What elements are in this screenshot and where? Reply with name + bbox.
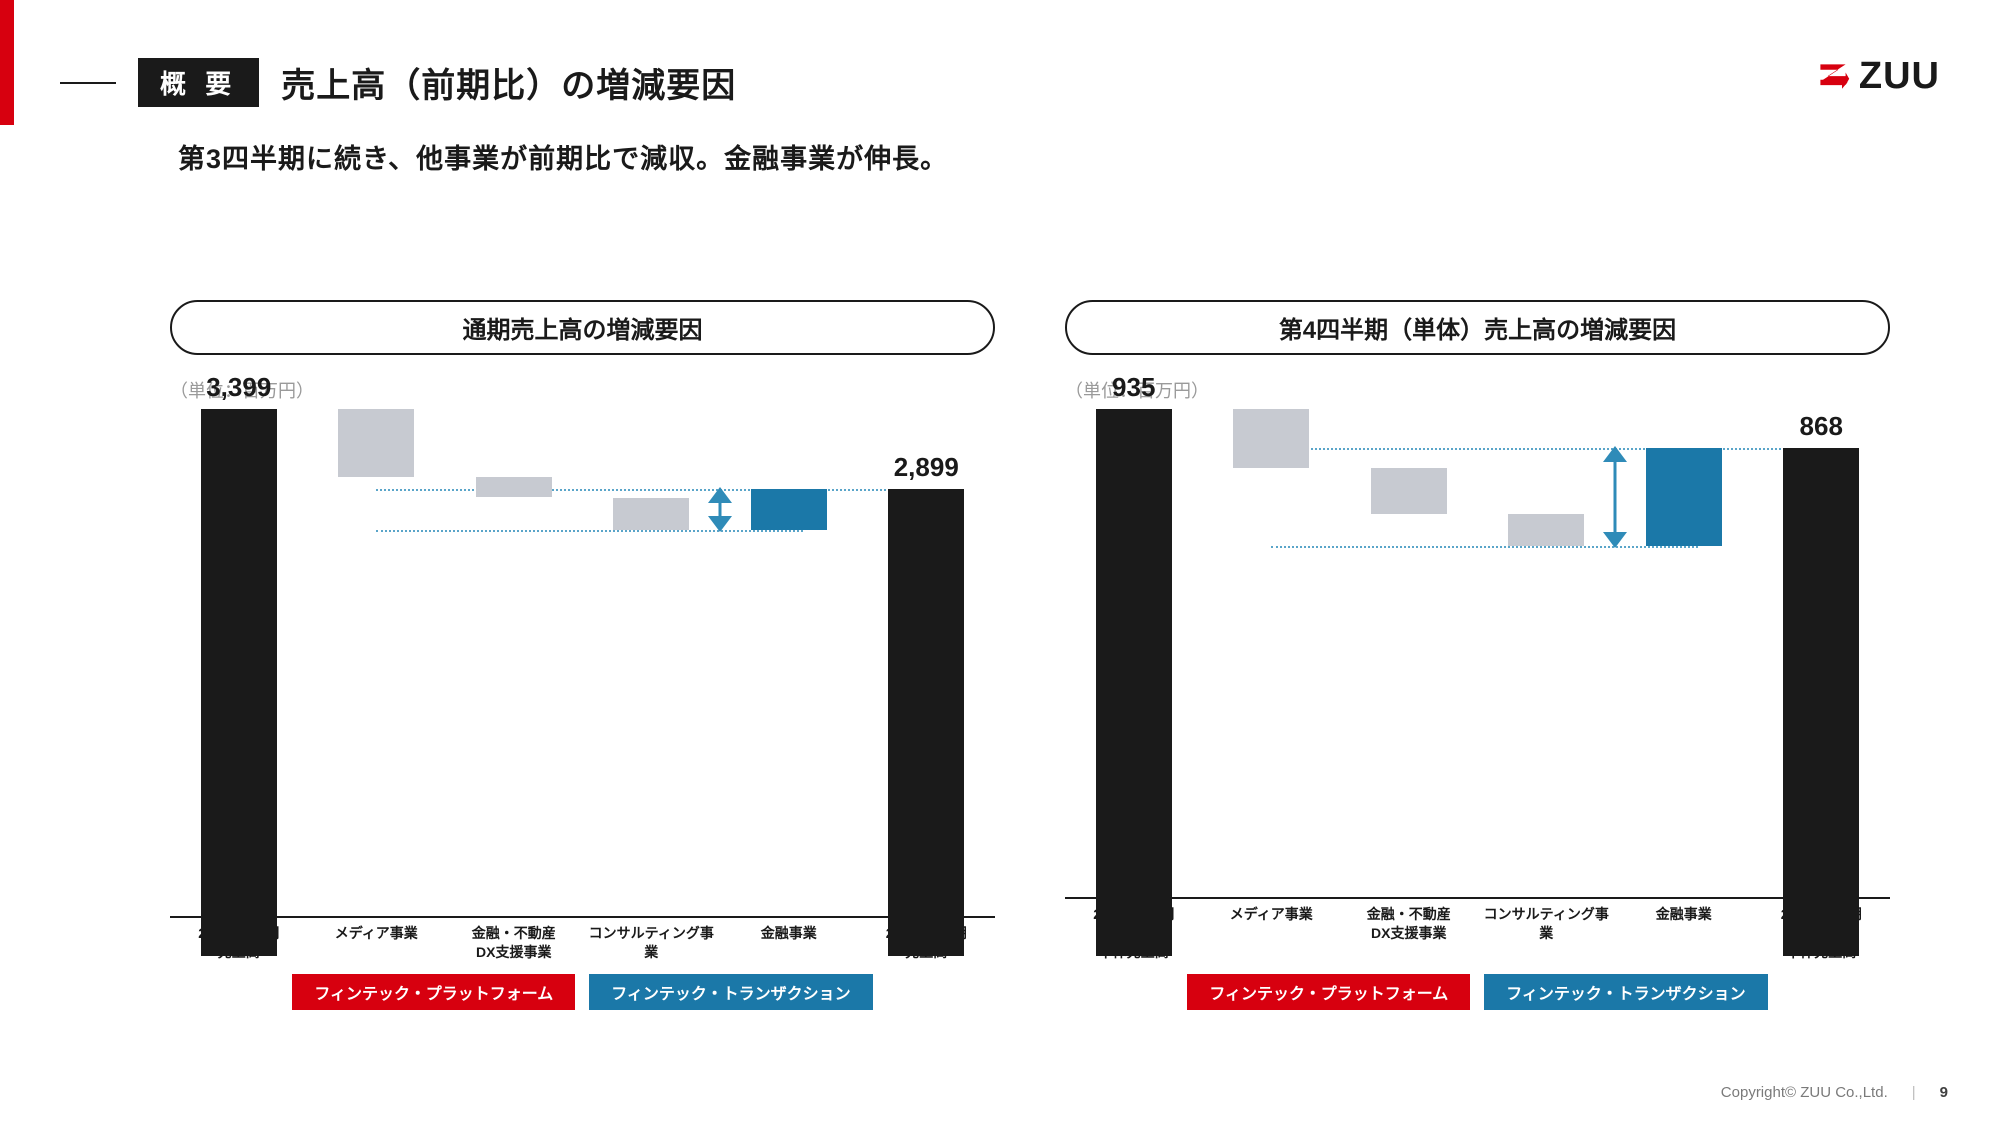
waterfall-delta-bar — [1233, 409, 1309, 468]
legend-platform: フィンテック・プラットフォーム — [292, 974, 575, 1010]
legend-platform: フィンテック・プラットフォーム — [1187, 974, 1470, 1010]
header: 概 要 売上高（前期比）の増減要因 第3四半期に続き、他事業が前期比で減収。金融… — [60, 58, 1940, 176]
x-axis-label: メディア事業 — [308, 924, 446, 962]
bar-value-label: 935 — [1112, 372, 1155, 403]
variance-arrow-icon — [706, 489, 734, 529]
footer-separator: | — [1912, 1084, 1916, 1101]
waterfall-delta-bar — [1508, 514, 1584, 546]
chart-right-plot: 935868 — [1065, 409, 1890, 899]
accent-stripe — [0, 0, 14, 125]
unit-label-left: （単位：百万円） — [170, 377, 995, 403]
chart-right: 第4四半期（単体）売上高の増減要因 （単位：百万円） 935868 2023年3… — [1065, 300, 1890, 1010]
chart-left-plot-wrap: 3,3992,899 — [170, 409, 995, 918]
chart-right-xlabels: 2023年3月期第4四半期単体売上高メディア事業金融・不動産DX支援事業コンサル… — [1065, 905, 1890, 962]
waterfall-total-bar — [888, 489, 964, 956]
waterfall-delta-bar — [613, 498, 689, 530]
page-subtitle: 第3四半期に続き、他事業が前期比で減収。金融事業が伸長。 — [178, 137, 1940, 176]
footer: Copyright© ZUU Co.,Ltd. | 9 — [1721, 1084, 1948, 1101]
x-axis-label: 金融・不動産DX支援事業 — [445, 924, 583, 962]
bar-value-label: 868 — [1800, 411, 1843, 442]
copyright: Copyright© ZUU Co.,Ltd. — [1721, 1084, 1888, 1101]
x-axis-label: コンサルティング事業 — [583, 924, 721, 962]
legend-transaction: フィンテック・トランザクション — [1484, 974, 1767, 1010]
chart-left-title: 通期売上高の増減要因 — [170, 300, 995, 355]
x-axis-label: 金融・不動産DX支援事業 — [1340, 905, 1478, 962]
x-axis-label: 金融事業 — [1615, 905, 1753, 962]
waterfall-delta-bar — [1371, 468, 1447, 515]
page-number: 9 — [1940, 1084, 1948, 1101]
x-axis-label: メディア事業 — [1203, 905, 1341, 962]
logo-icon — [1815, 59, 1851, 95]
unit-label-right: （単位：百万円） — [1065, 377, 1890, 403]
chart-right-plot-wrap: 935868 — [1065, 409, 1890, 899]
x-axis — [1065, 897, 1890, 899]
waterfall-total-bar — [1783, 448, 1859, 956]
charts-row: 通期売上高の増減要因 （単位：百万円） 3,3992,899 2023年3月期売… — [170, 300, 1890, 1010]
summary-badge: 概 要 — [138, 58, 259, 107]
bar-value-label: 2,899 — [894, 452, 959, 483]
waterfall-total-bar — [1096, 409, 1172, 956]
guide-line — [1271, 546, 1697, 548]
chart-right-title: 第4四半期（単体）売上高の増減要因 — [1065, 300, 1890, 355]
logo-text: ZUU — [1859, 55, 1940, 98]
chart-left-legend: フィンテック・プラットフォーム フィンテック・トランザクション — [170, 974, 995, 1010]
guide-line — [1271, 448, 1821, 450]
waterfall-delta-bar — [751, 489, 827, 529]
legend-transaction: フィンテック・トランザクション — [589, 974, 872, 1010]
chart-left-xlabels: 2023年3月期売上高メディア事業金融・不動産DX支援事業コンサルティング事業金… — [170, 924, 995, 962]
waterfall-delta-bar — [476, 477, 552, 498]
waterfall-delta-bar — [1646, 448, 1722, 546]
guide-line — [376, 489, 926, 491]
variance-arrow-icon — [1601, 448, 1629, 546]
waterfall-total-bar — [201, 409, 277, 956]
x-axis-label: コンサルティング事業 — [1478, 905, 1616, 962]
waterfall-delta-bar — [338, 409, 414, 477]
page-title: 売上高（前期比）の増減要因 — [281, 58, 736, 107]
logo: ZUU — [1815, 55, 1940, 98]
title-dash — [60, 82, 116, 84]
chart-left-plot: 3,3992,899 — [170, 409, 995, 918]
title-row: 概 要 売上高（前期比）の増減要因 — [60, 58, 1940, 107]
x-axis-label: 金融事業 — [720, 924, 858, 962]
chart-left: 通期売上高の増減要因 （単位：百万円） 3,3992,899 2023年3月期売… — [170, 300, 995, 1010]
x-axis — [170, 916, 995, 918]
slide: 概 要 売上高（前期比）の増減要因 第3四半期に続き、他事業が前期比で減収。金融… — [0, 0, 2000, 1125]
chart-right-legend: フィンテック・プラットフォーム フィンテック・トランザクション — [1065, 974, 1890, 1010]
bar-value-label: 3,399 — [206, 372, 271, 403]
guide-line — [376, 530, 802, 532]
